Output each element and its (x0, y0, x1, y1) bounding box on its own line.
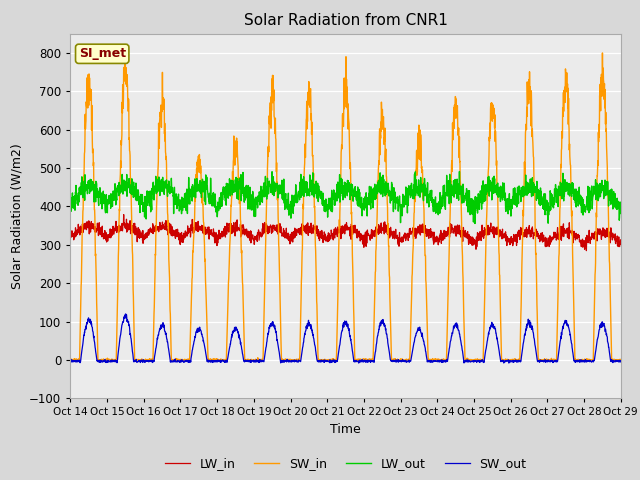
SW_out (506, 359, 514, 364)
LW_in (617, 240, 625, 245)
SW_in (374, 178, 381, 183)
SW_out (374, 333, 381, 338)
LW_in (584, 235, 592, 240)
SW_in (362, 357, 369, 362)
LW_out (374, 191, 381, 197)
LW_in (374, 228, 381, 233)
LW_in (220, 226, 228, 231)
SW_in (584, 357, 591, 363)
SW_in (506, 357, 513, 363)
X-axis label: Time: Time (330, 423, 361, 436)
LW_out (456, 168, 463, 174)
Legend: LW_in, SW_in, LW_out, SW_out: LW_in, SW_in, LW_out, SW_out (159, 452, 532, 475)
LW_in (582, 248, 590, 253)
LW_out (471, 221, 479, 227)
Y-axis label: Solar Radiation (W/m2): Solar Radiation (W/m2) (11, 143, 24, 289)
Line: LW_in: LW_in (70, 215, 621, 251)
LW_out (362, 203, 369, 208)
LW_in (362, 233, 369, 239)
LW_in (506, 237, 513, 242)
SW_out (584, 358, 592, 364)
LW_out (584, 183, 592, 189)
SW_out (67, 358, 74, 364)
SW_out (122, 311, 129, 317)
LW_in (120, 212, 127, 217)
Text: SI_met: SI_met (79, 48, 126, 60)
Title: Solar Radiation from CNR1: Solar Radiation from CNR1 (244, 13, 447, 28)
SW_out (569, 349, 577, 355)
LW_out (617, 204, 625, 210)
LW_in (67, 233, 74, 239)
SW_in (568, 231, 576, 237)
SW_in (122, 48, 129, 54)
SW_in (67, 357, 74, 363)
SW_in (617, 357, 625, 363)
SW_out (362, 360, 370, 365)
SW_out (617, 359, 625, 364)
SW_out (220, 359, 228, 364)
LW_out (506, 204, 514, 209)
LW_out (220, 190, 228, 195)
Line: SW_out: SW_out (70, 314, 621, 363)
SW_in (220, 357, 228, 363)
Line: SW_in: SW_in (70, 51, 621, 360)
LW_out (67, 204, 74, 209)
LW_in (568, 228, 576, 233)
Line: LW_out: LW_out (70, 171, 621, 224)
LW_out (569, 190, 577, 196)
SW_out (355, 360, 363, 366)
